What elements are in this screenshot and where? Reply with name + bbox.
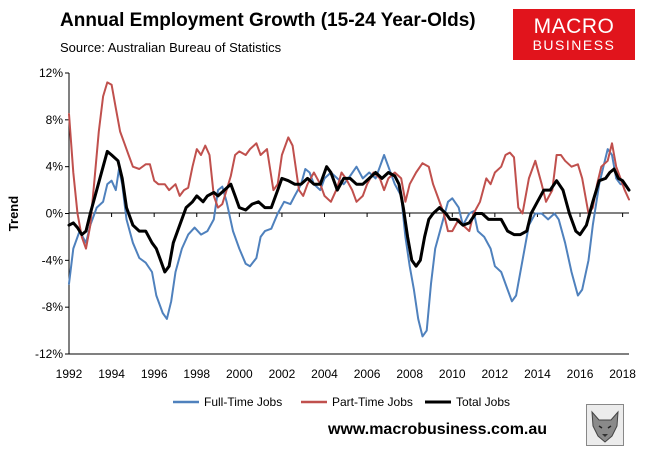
x-tick-label: 2016 xyxy=(567,367,594,381)
y-tick-label: 4% xyxy=(46,160,64,174)
y-axis-title: Trend xyxy=(6,196,21,231)
x-tick-label: 2014 xyxy=(524,367,551,381)
x-tick-label: 2012 xyxy=(482,367,509,381)
y-tick-label: 0% xyxy=(46,207,64,221)
x-tick-label: 2002 xyxy=(269,367,296,381)
chart-series xyxy=(67,81,631,338)
legend-label: Total Jobs xyxy=(456,395,510,409)
y-tick-label: -8% xyxy=(42,300,64,314)
series-line-total-jobs xyxy=(67,149,631,274)
logo-line-1: MACRO xyxy=(533,15,615,38)
x-tick-label: 2008 xyxy=(396,367,423,381)
x-tick-label: 1994 xyxy=(98,367,125,381)
macrobusiness-logo[interactable]: MACRO BUSINESS xyxy=(513,9,635,60)
x-tick-label: 1992 xyxy=(56,367,83,381)
legend-label: Full-Time Jobs xyxy=(204,395,282,409)
chart-title: Annual Employment Growth (15-24 Year-Old… xyxy=(60,10,476,31)
x-tick-label: 2004 xyxy=(311,367,338,381)
x-tick-label: 1996 xyxy=(141,367,168,381)
chart-legend: Full-Time Jobs Part-Time Jobs Total Jobs xyxy=(173,395,510,409)
x-tick-label: 2010 xyxy=(439,367,466,381)
y-tick-label: -12% xyxy=(35,347,63,361)
wolf-logo-icon xyxy=(586,404,624,446)
y-tick-label: 8% xyxy=(46,113,64,127)
y-tick-label: 12% xyxy=(39,66,63,80)
x-tick-label: 2000 xyxy=(226,367,253,381)
y-tick-label: -4% xyxy=(42,253,64,267)
series-line-full-time-jobs xyxy=(68,148,630,338)
logo-line-2: BUSINESS xyxy=(532,37,616,53)
website-url[interactable]: www.macrobusiness.com.au xyxy=(328,421,548,438)
legend-label: Part-Time Jobs xyxy=(332,395,413,409)
chart-source: Source: Australian Bureau of Statistics xyxy=(60,40,282,55)
x-tick-label: 2018 xyxy=(609,367,636,381)
series-line-part-time-jobs xyxy=(68,81,630,250)
x-tick-label: 1998 xyxy=(183,367,210,381)
x-tick-label: 2006 xyxy=(354,367,381,381)
